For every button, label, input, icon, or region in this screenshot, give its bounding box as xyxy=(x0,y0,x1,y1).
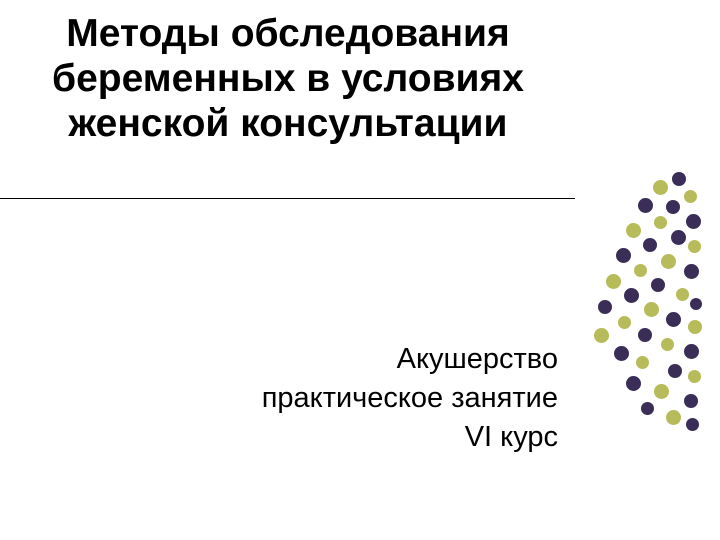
title-block: Методы обследования беременных в условия… xyxy=(18,12,558,147)
decorative-dot-cloud xyxy=(576,170,706,430)
decorative-dot xyxy=(684,394,698,408)
decorative-dot xyxy=(676,288,689,301)
decorative-dot xyxy=(684,264,699,279)
decorative-dot xyxy=(654,216,667,229)
decorative-dot xyxy=(654,384,669,399)
decorative-dot xyxy=(672,172,686,186)
decorative-dot xyxy=(643,238,657,252)
decorative-dot xyxy=(626,376,641,391)
decorative-dot xyxy=(684,344,699,359)
decorative-dot xyxy=(666,410,681,425)
decorative-dot xyxy=(651,278,665,292)
subtitle-line-2: практическое занятие xyxy=(18,379,558,418)
decorative-dot xyxy=(636,356,649,369)
decorative-dot xyxy=(688,370,701,383)
decorative-dot xyxy=(638,198,653,213)
slide-title: Методы обследования беременных в условия… xyxy=(18,12,558,147)
decorative-dot xyxy=(644,302,659,317)
decorative-dot xyxy=(626,223,641,238)
decorative-dot xyxy=(661,254,676,269)
divider-line xyxy=(0,198,575,199)
decorative-dot xyxy=(653,180,668,195)
decorative-dot xyxy=(598,300,612,314)
subtitle-line-1: Акушерство xyxy=(18,340,558,379)
subtitle-block: Акушерство практическое занятие VI курс xyxy=(18,340,558,457)
decorative-dot xyxy=(618,316,631,329)
decorative-dot xyxy=(634,264,647,277)
decorative-dot xyxy=(638,328,652,342)
decorative-dot xyxy=(686,214,701,229)
decorative-dot xyxy=(616,248,631,263)
decorative-dot xyxy=(641,402,654,415)
decorative-dot xyxy=(671,230,686,245)
decorative-dot xyxy=(668,364,682,378)
decorative-dot xyxy=(688,320,702,334)
slide: Методы обследования беременных в условия… xyxy=(0,0,720,540)
decorative-dot xyxy=(688,240,701,253)
decorative-dot xyxy=(684,190,697,203)
decorative-dot xyxy=(666,312,681,327)
decorative-dot xyxy=(624,288,639,303)
decorative-dot xyxy=(686,418,699,431)
decorative-dot xyxy=(606,274,621,289)
decorative-dot xyxy=(690,298,702,310)
decorative-dot xyxy=(661,338,674,351)
decorative-dot xyxy=(594,328,609,343)
subtitle-line-3: VI курс xyxy=(18,418,558,457)
decorative-dot xyxy=(666,200,680,214)
decorative-dot xyxy=(614,346,629,361)
